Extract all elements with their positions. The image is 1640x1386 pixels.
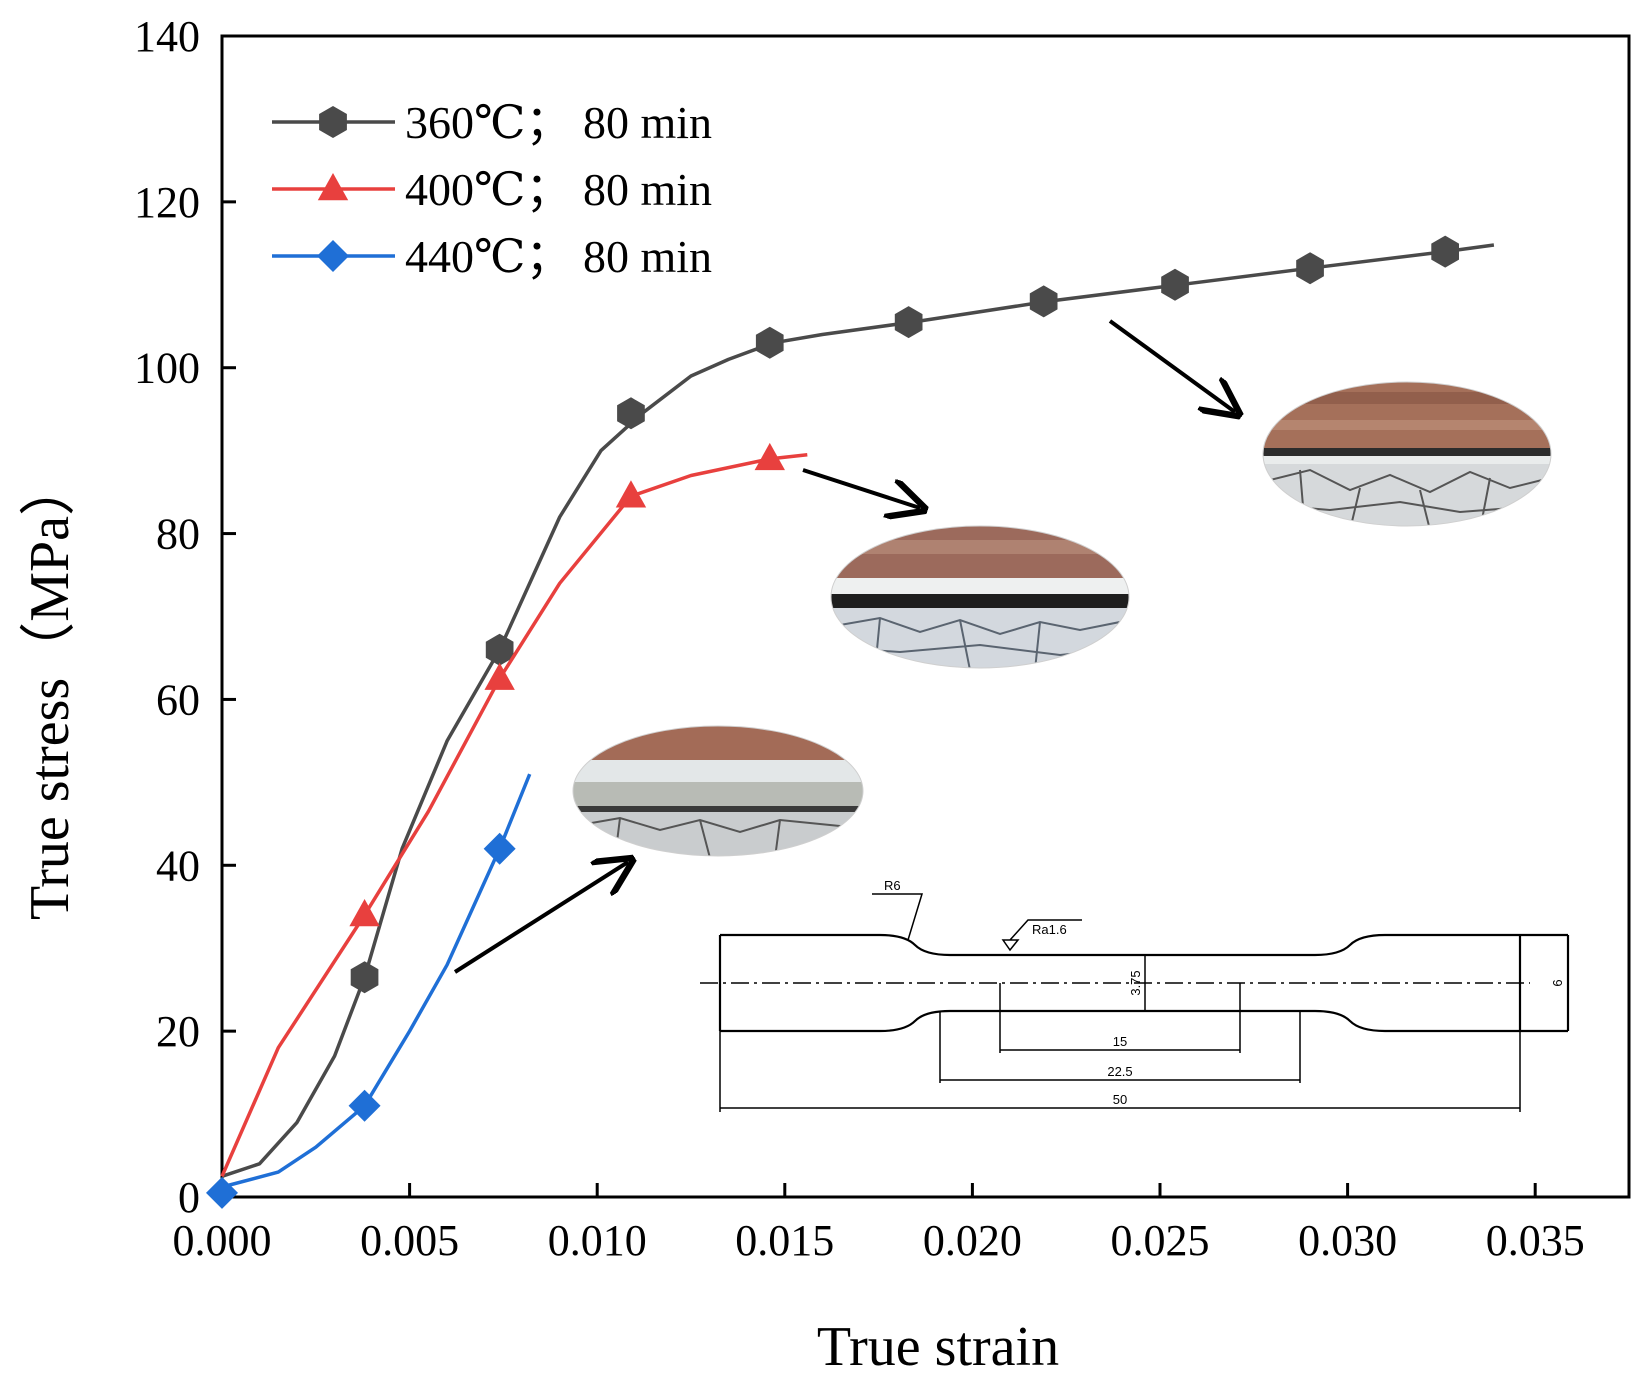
x-tick-label: 0.000 (173, 1216, 272, 1265)
data-point (1431, 235, 1459, 268)
series-line (221, 243, 1495, 1178)
y-tick-label: 80 (156, 510, 200, 559)
specimen-label-l1: 15 (1113, 1034, 1127, 1049)
series-line (221, 773, 532, 1189)
series-3 (206, 773, 532, 1209)
specimen-drawing (700, 893, 1570, 1112)
x-axis-title: True strain (817, 1316, 1059, 1378)
x-tick-label: 0.015 (735, 1216, 834, 1265)
series-2 (220, 442, 808, 1178)
data-point (615, 480, 647, 508)
y-tick-label: 100 (134, 344, 200, 393)
legend-item: 440℃； 80 min (272, 231, 712, 282)
x-tick-label: 0.035 (1486, 1216, 1585, 1265)
data-point (1029, 285, 1058, 318)
specimen-label-d2: 6 (1550, 979, 1565, 986)
y-axis-title: True stress（MPa） (19, 460, 81, 920)
y-tick-label: 20 (156, 1007, 200, 1056)
legend-marker (319, 106, 347, 138)
data-point (350, 961, 379, 994)
data-point (484, 662, 515, 690)
legend-item: 360℃； 80 min (272, 97, 712, 148)
microstructure-photo-360 (1262, 381, 1552, 527)
y-tick-label: 60 (156, 675, 200, 724)
specimen-label-l2: 22.5 (1107, 1064, 1132, 1079)
x-axis-ticks: 0.000 0.005 0.010 0.015 0.020 0.025 0.030 0.035 (173, 1183, 1585, 1265)
x-tick-label: 0.005 (360, 1216, 459, 1265)
data-point (483, 832, 516, 865)
specimen-label-r: R6 (884, 878, 901, 893)
microstructure-photo-440 (572, 725, 864, 857)
y-tick-label: 120 (134, 178, 200, 227)
data-point (485, 633, 514, 666)
y-tick-label: 40 (156, 841, 200, 890)
legend-label: 360℃； 80 min (405, 97, 712, 148)
data-point (349, 899, 380, 927)
data-point (1296, 252, 1324, 285)
legend-label: 400℃； 80 min (405, 164, 712, 215)
legend-marker (317, 173, 349, 201)
series-1 (221, 235, 1495, 1178)
legend-marker (317, 240, 349, 272)
x-tick-label: 0.030 (1298, 1216, 1397, 1265)
specimen-label-l3: 50 (1113, 1092, 1127, 1107)
data-point (754, 442, 785, 471)
pointer-arrow-400 (802, 468, 920, 508)
data-point (206, 1176, 238, 1209)
legend-label: 440℃； 80 min (405, 231, 712, 282)
y-tick-label: 0 (178, 1173, 200, 1222)
plot-frame (220, 34, 1631, 1199)
data-point (617, 397, 645, 430)
x-tick-label: 0.020 (923, 1216, 1022, 1265)
x-tick-label: 0.025 (1111, 1216, 1210, 1265)
specimen-label-ra: Ra1.6 (1032, 922, 1067, 937)
data-point (894, 306, 923, 339)
data-point (348, 1089, 381, 1122)
data-point (1161, 268, 1189, 301)
legend-item: 400℃； 80 min (272, 164, 712, 215)
legend: 360℃； 80 min 400℃； 80 min 440℃； 80 min (272, 97, 712, 282)
pointer-arrow-440 (453, 862, 628, 974)
y-tick-label: 140 (134, 12, 200, 61)
specimen-label-d1: 3.75 (1128, 970, 1143, 995)
y-axis-ticks: 0 20 40 60 80 100 120 140 (134, 12, 236, 1222)
microstructure-photo-400 (830, 525, 1130, 669)
series-layer (206, 235, 1495, 1209)
x-tick-label: 0.010 (548, 1216, 647, 1265)
data-point (755, 326, 784, 359)
series-line (220, 453, 808, 1178)
pointer-arrow-360 (1108, 319, 1235, 412)
